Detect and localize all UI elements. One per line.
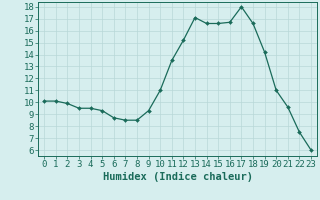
X-axis label: Humidex (Indice chaleur): Humidex (Indice chaleur)	[103, 172, 252, 182]
